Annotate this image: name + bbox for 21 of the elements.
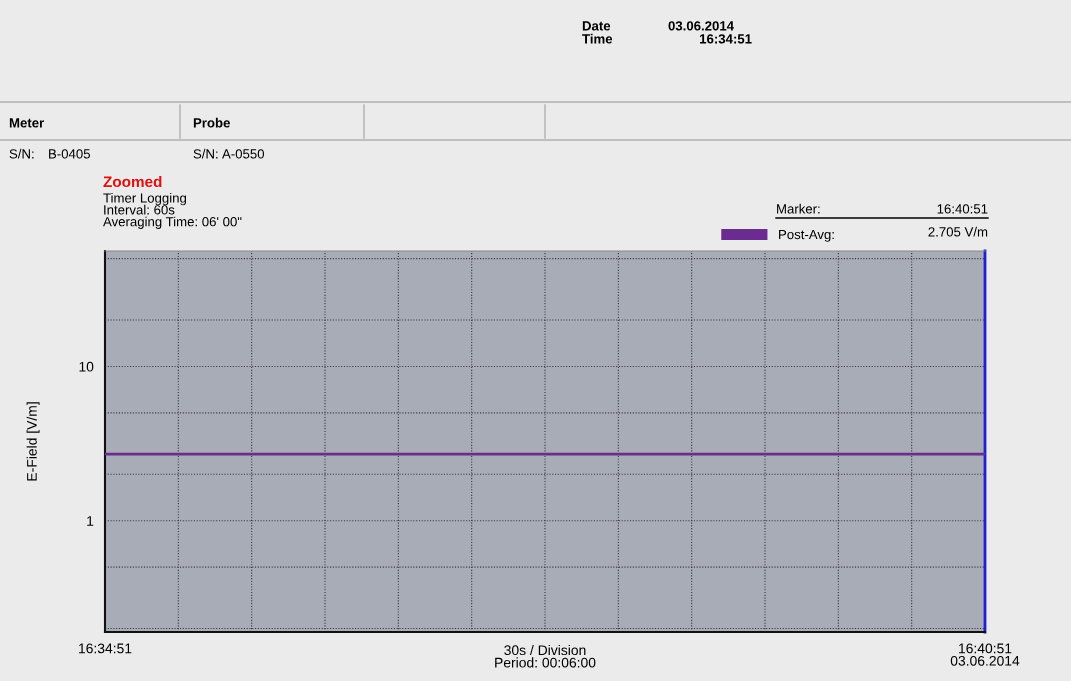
text: B-0405 [49, 149, 90, 159]
text: 2.705 V/m [928, 226, 988, 237]
text: S/N: [193, 148, 218, 159]
chart-title: Zoomed [103, 175, 162, 188]
text: Marker: [777, 203, 820, 214]
x-tick-label: 16:40:51 03.06.2014 [950, 643, 1020, 666]
text: 16:34:51 [700, 34, 752, 44]
text: S/N: [9, 148, 34, 159]
y-axis-title: E-Field [V/m] [26, 402, 40, 481]
chart-subtitle: Timer Logging Interval: 60s Averaging Time: 06' 00" [103, 193, 242, 229]
text: 16:40:51 [937, 204, 988, 214]
x-axis-title: 30s / Division Period: 00:06:00 [495, 644, 596, 668]
text: 03.06.2014 [668, 21, 734, 31]
legend-label: Post-Avg: [779, 229, 834, 242]
text: Meter [9, 118, 44, 128]
text: A-0550 [222, 149, 265, 159]
text: Date [582, 21, 611, 31]
y-tick-label: 1 [87, 516, 94, 526]
text: Time [582, 33, 613, 44]
y-tick-label: 10 [79, 361, 94, 372]
text: Probe [193, 117, 230, 128]
